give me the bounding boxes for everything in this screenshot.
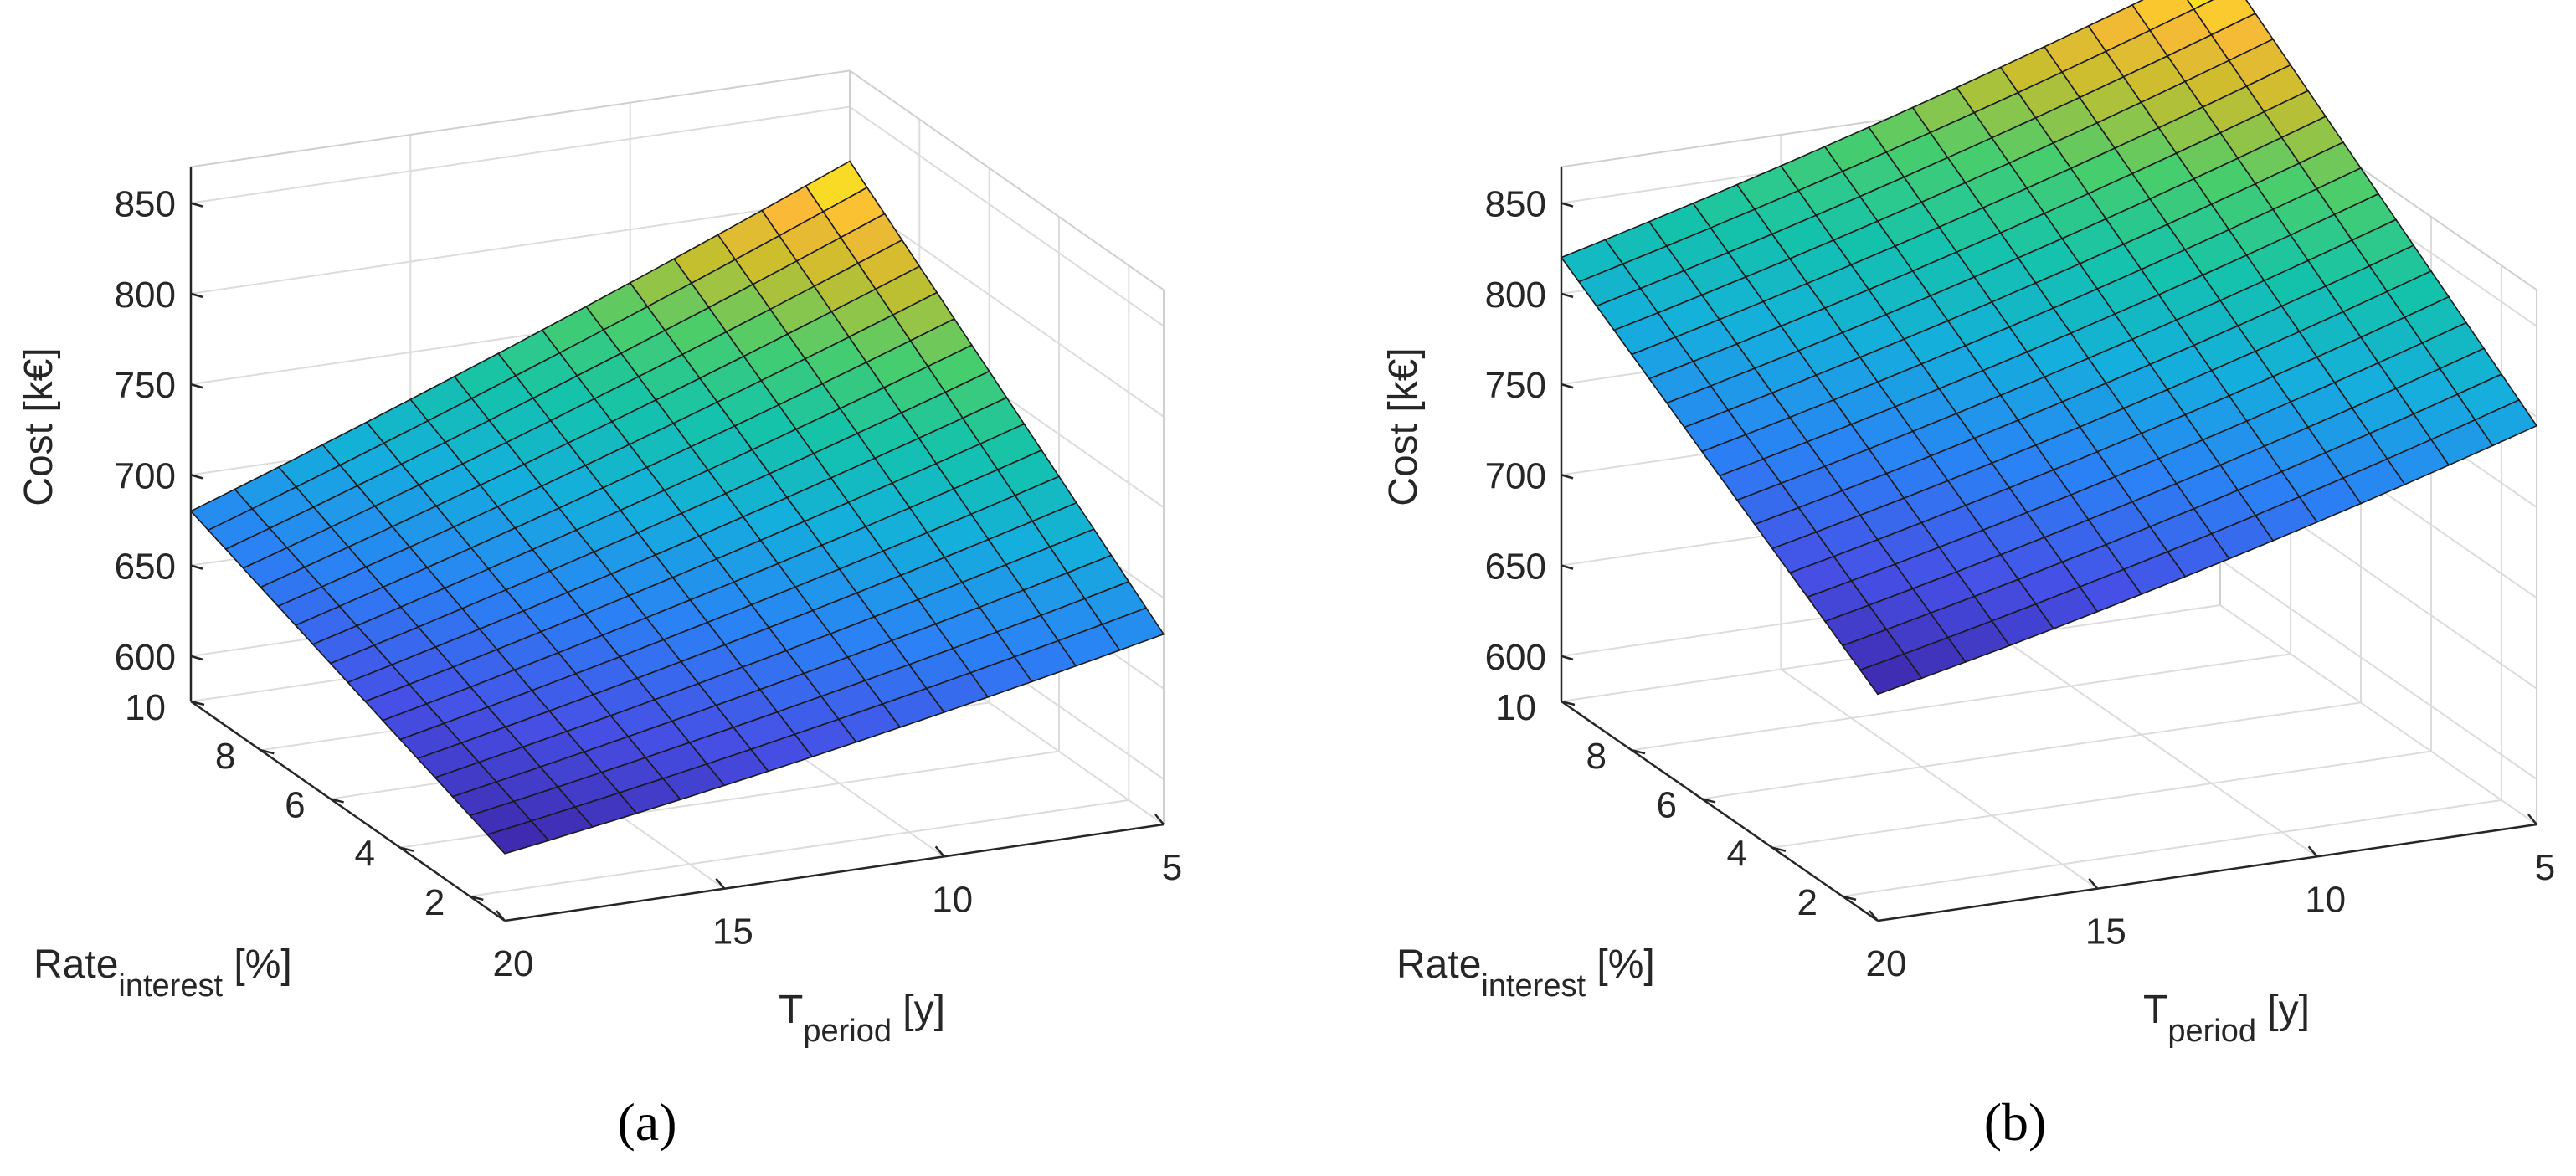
side-wall-grid-line (849, 105, 1165, 327)
panel-b-y-axis-label: Rateinterest [%] (1396, 942, 1655, 1004)
panel-a: 600 650 700 750 800 850 2 4 6 8 10 5 10 15 20 Cost [k€… (17, 69, 1183, 1152)
x-tick-mark (2088, 877, 2099, 890)
y-tick-label: 4 (355, 834, 375, 875)
y-tick-label: 4 (1727, 834, 1747, 875)
z-tick-label: 750 (115, 365, 176, 406)
x-tick-label: 20 (493, 943, 534, 984)
panel-a-z-axis-label: Cost [k€] (17, 347, 61, 506)
floor-grid-line (470, 799, 1129, 897)
z-tick-mark (1561, 655, 1574, 661)
axis-line (1877, 823, 2537, 922)
x-tick-mark (1154, 814, 1165, 825)
x-tick-label: 15 (2085, 912, 2126, 953)
y-tick-label: 6 (1657, 784, 1677, 825)
y-tick-label: 8 (1586, 736, 1607, 777)
y-tick-label: 2 (1797, 882, 1818, 923)
z-tick-mark (1561, 474, 1574, 480)
z-tick-label: 600 (115, 637, 176, 678)
z-tick-label: 750 (1485, 365, 1546, 406)
floor-grid-line (2219, 604, 2537, 825)
y-tick-mark (1701, 798, 1716, 804)
z-tick-label: 700 (1485, 455, 1546, 496)
x-tick-label: 15 (712, 912, 753, 953)
y-tick-label: 8 (215, 736, 235, 777)
x-tick-mark (2527, 814, 2537, 825)
z-tick-mark (190, 383, 203, 389)
z-tick-label: 650 (115, 547, 176, 588)
x-tick-mark (2307, 845, 2318, 858)
z-tick-mark (190, 474, 203, 480)
side-wall-grid-line (2219, 559, 2537, 780)
panel-b-surface (1560, 0, 2538, 696)
z-tick-mark (190, 202, 203, 208)
z-tick-label: 800 (1485, 275, 1546, 316)
z-tick-label: 600 (1485, 637, 1546, 678)
x-tick-mark (1869, 910, 1879, 922)
box-edge (190, 69, 851, 168)
z-tick-label: 650 (1485, 547, 1546, 588)
z-tick-label: 850 (115, 184, 176, 225)
z-tick-label: 850 (1485, 184, 1546, 225)
floor-grid-line (1631, 653, 2291, 752)
panel-a-ticks: 600 650 700 750 800 850 2 4 6 8 10 5 10 15 20 (115, 184, 1183, 984)
back-wall-grid-line (190, 105, 851, 204)
y-tick-mark (1771, 846, 1787, 852)
y-tick-mark (1631, 749, 1646, 755)
floor-grid-line (2000, 636, 2318, 858)
panel-a-label: (a) (617, 1092, 676, 1152)
axis-line (190, 700, 506, 922)
z-tick-mark (1561, 202, 1574, 208)
panel-a-y-axis-label: Rateinterest [%] (33, 942, 292, 1004)
z-tick-mark (190, 564, 203, 570)
panel-b-ticks: 600 650 700 750 800 850 2 4 6 8 10 5 10 15 20 (1485, 184, 2556, 984)
panel-a-x-axis-label: Tperiod [y] (779, 988, 945, 1049)
panel-b: 600 650 700 750 800 850 2 4 6 8 10 5 10 15 20 Cost [k€… (1381, 0, 2555, 1152)
x-tick-mark (715, 877, 726, 890)
y-tick-label: 6 (285, 784, 305, 825)
z-tick-mark (1561, 292, 1574, 299)
surface-patch (2474, 398, 2538, 447)
y-tick-mark (190, 700, 205, 706)
x-tick-label: 10 (932, 879, 973, 920)
back-wall-grid-line (190, 196, 851, 295)
panel-b-axes-box (1560, 167, 2537, 922)
floor-grid-line (1701, 701, 2362, 800)
x-tick-mark (934, 845, 945, 858)
panel-a-surface (189, 160, 1165, 855)
panel-b-label: (b) (1984, 1092, 2047, 1152)
x-tick-label: 5 (1162, 847, 1182, 888)
panel-b-z-axis-label: Cost [k€] (1381, 347, 1426, 506)
z-tick-mark (1561, 383, 1574, 389)
x-tick-label: 5 (2535, 847, 2555, 888)
z-tick-mark (1561, 564, 1574, 570)
z-tick-label: 700 (115, 455, 176, 496)
axis-line (1561, 700, 1879, 922)
surface-patch (2187, 0, 2214, 10)
x-tick-label: 20 (1866, 943, 1907, 984)
panel-b-x-axis-label: Tperiod [y] (2143, 988, 2310, 1049)
y-tick-label: 2 (424, 882, 445, 923)
x-tick-label: 10 (2305, 879, 2346, 920)
z-tick-mark (190, 292, 203, 299)
floor-grid-line (1771, 750, 2432, 849)
side-wall-grid-line (849, 197, 1165, 418)
surface-patch (1101, 607, 1165, 651)
z-tick-label: 800 (115, 275, 176, 316)
y-tick-mark (470, 895, 484, 901)
y-tick-mark (1561, 700, 1576, 706)
axis-line (504, 823, 1165, 922)
floor-grid-line (1842, 799, 2502, 897)
y-tick-mark (260, 749, 275, 755)
y-tick-mark (399, 846, 414, 852)
floor-grid-line (1780, 668, 2098, 890)
panel-a-axes-box (189, 167, 1165, 922)
y-tick-mark (330, 798, 344, 804)
z-tick-mark (190, 655, 203, 661)
y-tick-label: 10 (125, 687, 166, 728)
y-tick-label: 10 (1495, 687, 1536, 728)
x-tick-mark (496, 910, 506, 922)
box-edge (849, 69, 1165, 291)
y-tick-mark (1842, 895, 1857, 901)
